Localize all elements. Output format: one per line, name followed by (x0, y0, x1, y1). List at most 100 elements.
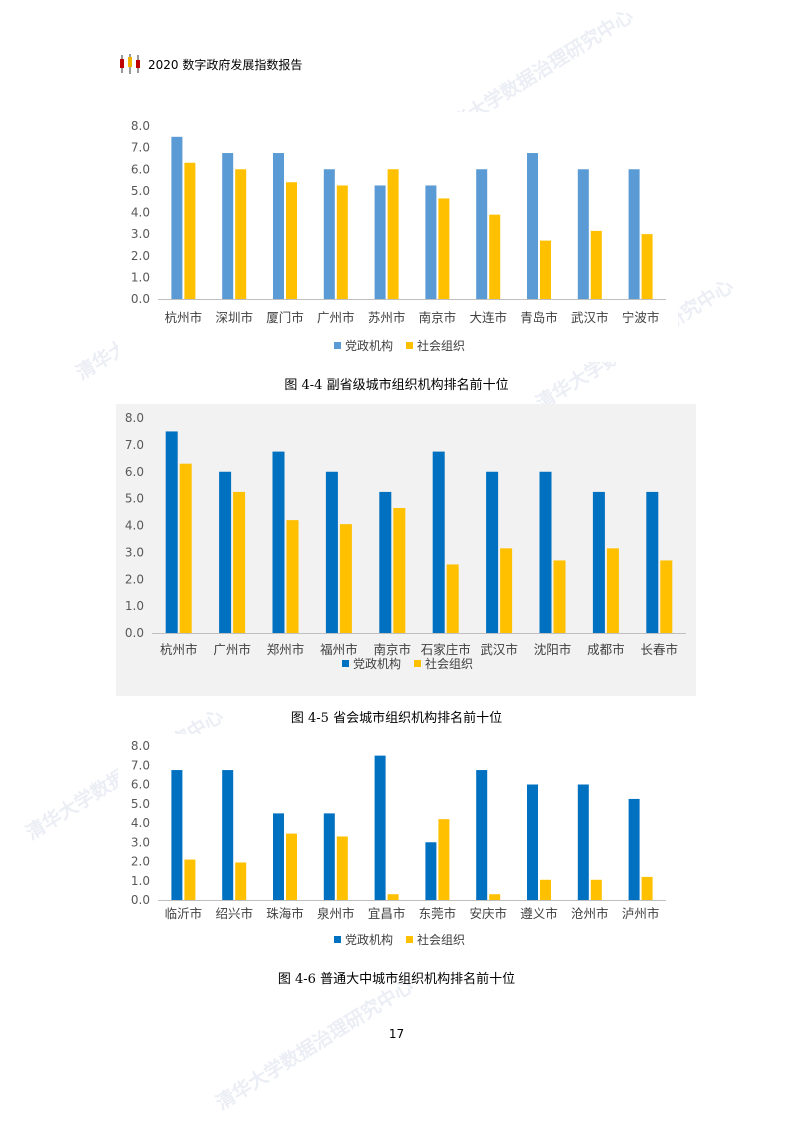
y-tick-label: 5.0 (131, 184, 150, 198)
bar-gov (577, 169, 589, 299)
y-tick-label: 5.0 (125, 492, 144, 506)
bar-gov (592, 491, 605, 633)
legend-social-label: 社会组织 (417, 338, 465, 353)
y-tick-label: 6.0 (131, 162, 150, 176)
legend-gov-label: 党政机构 (345, 338, 393, 353)
y-tick-label: 0.0 (131, 893, 150, 907)
bar-social (179, 463, 192, 633)
y-tick-label: 3.0 (131, 227, 150, 241)
chart-4-6-ordinary-cities: 0.0 1.0 2.0 3.0 4.0 5.0 6.0 7.0 8.0 临沂市 绍兴市 珠海市 泉州市宜… (118, 734, 678, 956)
bar-social (336, 185, 348, 299)
bar-gov (577, 784, 589, 900)
y-tick-label: 0.0 (131, 292, 150, 306)
legend-social-label: 社会组织 (417, 932, 465, 947)
legend-gov-swatch (342, 660, 349, 667)
bar-social (336, 836, 348, 900)
bar-social (339, 524, 352, 633)
category-label: 杭州市 (165, 310, 203, 325)
category-label: 绍兴市 (215, 906, 253, 921)
bar-social (286, 182, 297, 299)
bar-gov (527, 153, 538, 299)
bar-social (590, 230, 602, 299)
page-header: 2020 数字政府发展指数报告 (118, 52, 302, 76)
figure-caption-4-6: 图 4-6 普通大中城市组织机构排名前十位 (277, 972, 516, 987)
report-title: 2020 数字政府发展指数报告 (148, 57, 303, 72)
bar-social (387, 169, 399, 299)
category-label: 广州市 (213, 642, 251, 657)
bar-social (438, 198, 450, 299)
category-label: 深圳市 (215, 310, 253, 325)
category-label: 沧州市 (571, 906, 609, 921)
y-tick-label: 4.0 (131, 816, 150, 830)
bar-social (387, 894, 399, 900)
category-label: 长春市 (641, 642, 679, 657)
bar-social (235, 862, 247, 900)
category-label: 珠海市 (266, 906, 304, 921)
legend-social-swatch (414, 660, 421, 667)
y-tick-label: 7.0 (131, 758, 150, 772)
bar-gov (273, 813, 284, 900)
legend-social-swatch (406, 342, 413, 349)
watermark: 清华大学数据治理研究中心 (212, 975, 418, 1115)
category-label: 郑州市 (267, 642, 305, 657)
category-label: 沈阳市 (534, 642, 572, 657)
bar-gov (374, 755, 386, 900)
y-tick-label: 3.0 (131, 835, 150, 849)
category-label: 武汉市 (571, 310, 609, 325)
category-label: 泸州市 (622, 906, 660, 921)
category-label: 广州市 (317, 310, 355, 325)
category-label: 武汉市 (480, 642, 518, 657)
y-tick-label: 1.0 (131, 270, 150, 284)
category-label: 宁波市 (622, 310, 660, 325)
bar-social (641, 876, 653, 900)
category-label: 苏州市 (368, 310, 406, 325)
bar-gov (425, 842, 437, 900)
y-tick-label: 6.0 (125, 465, 144, 479)
bar-gov (646, 491, 659, 633)
bar-gov (379, 491, 392, 633)
y-tick-label: 7.0 (125, 438, 144, 452)
category-label: 青岛市 (520, 310, 558, 325)
bar-gov (171, 770, 183, 900)
y-tick-label: 2.0 (131, 249, 150, 263)
bar-gov (222, 153, 234, 299)
y-tick-label: 1.0 (125, 599, 144, 613)
bar-gov (476, 770, 488, 900)
bar-gov (171, 136, 183, 299)
bar-social (438, 819, 450, 900)
bar-social (489, 214, 501, 299)
y-tick-label: 5.0 (131, 797, 150, 811)
category-label: 安庆市 (469, 906, 507, 921)
chart-svg: 0.0 1.0 2.0 3.0 4.0 5.0 6.0 7.0 8.0 杭州市 广州市 郑州市 福州市 南… (125, 411, 686, 671)
bar-gov (273, 153, 284, 299)
category-label: 遵义市 (520, 906, 558, 921)
bar-social (184, 859, 196, 900)
bar-social (641, 234, 653, 299)
bar-social (233, 491, 246, 633)
report-logo-icon (120, 54, 140, 74)
y-tick-label: 2.0 (125, 572, 144, 586)
legend-gov-swatch (334, 936, 341, 943)
category-label: 南京市 (419, 310, 457, 325)
bar-social (606, 548, 619, 633)
y-tick-label: 2.0 (131, 855, 150, 869)
bar-gov (219, 471, 232, 633)
chart-4-4-sub-provincial-cities: 0.0 1.0 2.0 3.0 4.0 5.0 6.0 7.0 8.0 杭州市 深圳市 厦门市 广州市苏… (118, 112, 678, 362)
bar-gov (486, 471, 499, 633)
bar-social (540, 879, 551, 900)
chart-svg: 0.0 1.0 2.0 3.0 4.0 5.0 6.0 7.0 8.0 临沂市 绍兴市 珠海市 泉州市宜… (131, 739, 666, 947)
category-label: 南京市 (374, 642, 412, 657)
bar-social (286, 833, 297, 900)
y-tick-label: 1.0 (131, 874, 150, 888)
legend-social-swatch (406, 936, 413, 943)
y-tick-label: 6.0 (131, 778, 150, 792)
bar-social (446, 564, 459, 633)
legend-gov-label: 党政机构 (345, 932, 393, 947)
bar-social (660, 560, 673, 633)
chart-4-5-provincial-capitals: 0.0 1.0 2.0 3.0 4.0 5.0 6.0 7.0 8.0 杭州市 广州市 郑州市 福州市 南… (116, 404, 696, 696)
category-label: 成都市 (587, 642, 625, 657)
bar-gov (323, 169, 335, 299)
bar-gov (222, 770, 234, 900)
category-label: 石家庄市 (421, 642, 471, 657)
bar-gov (527, 784, 538, 900)
